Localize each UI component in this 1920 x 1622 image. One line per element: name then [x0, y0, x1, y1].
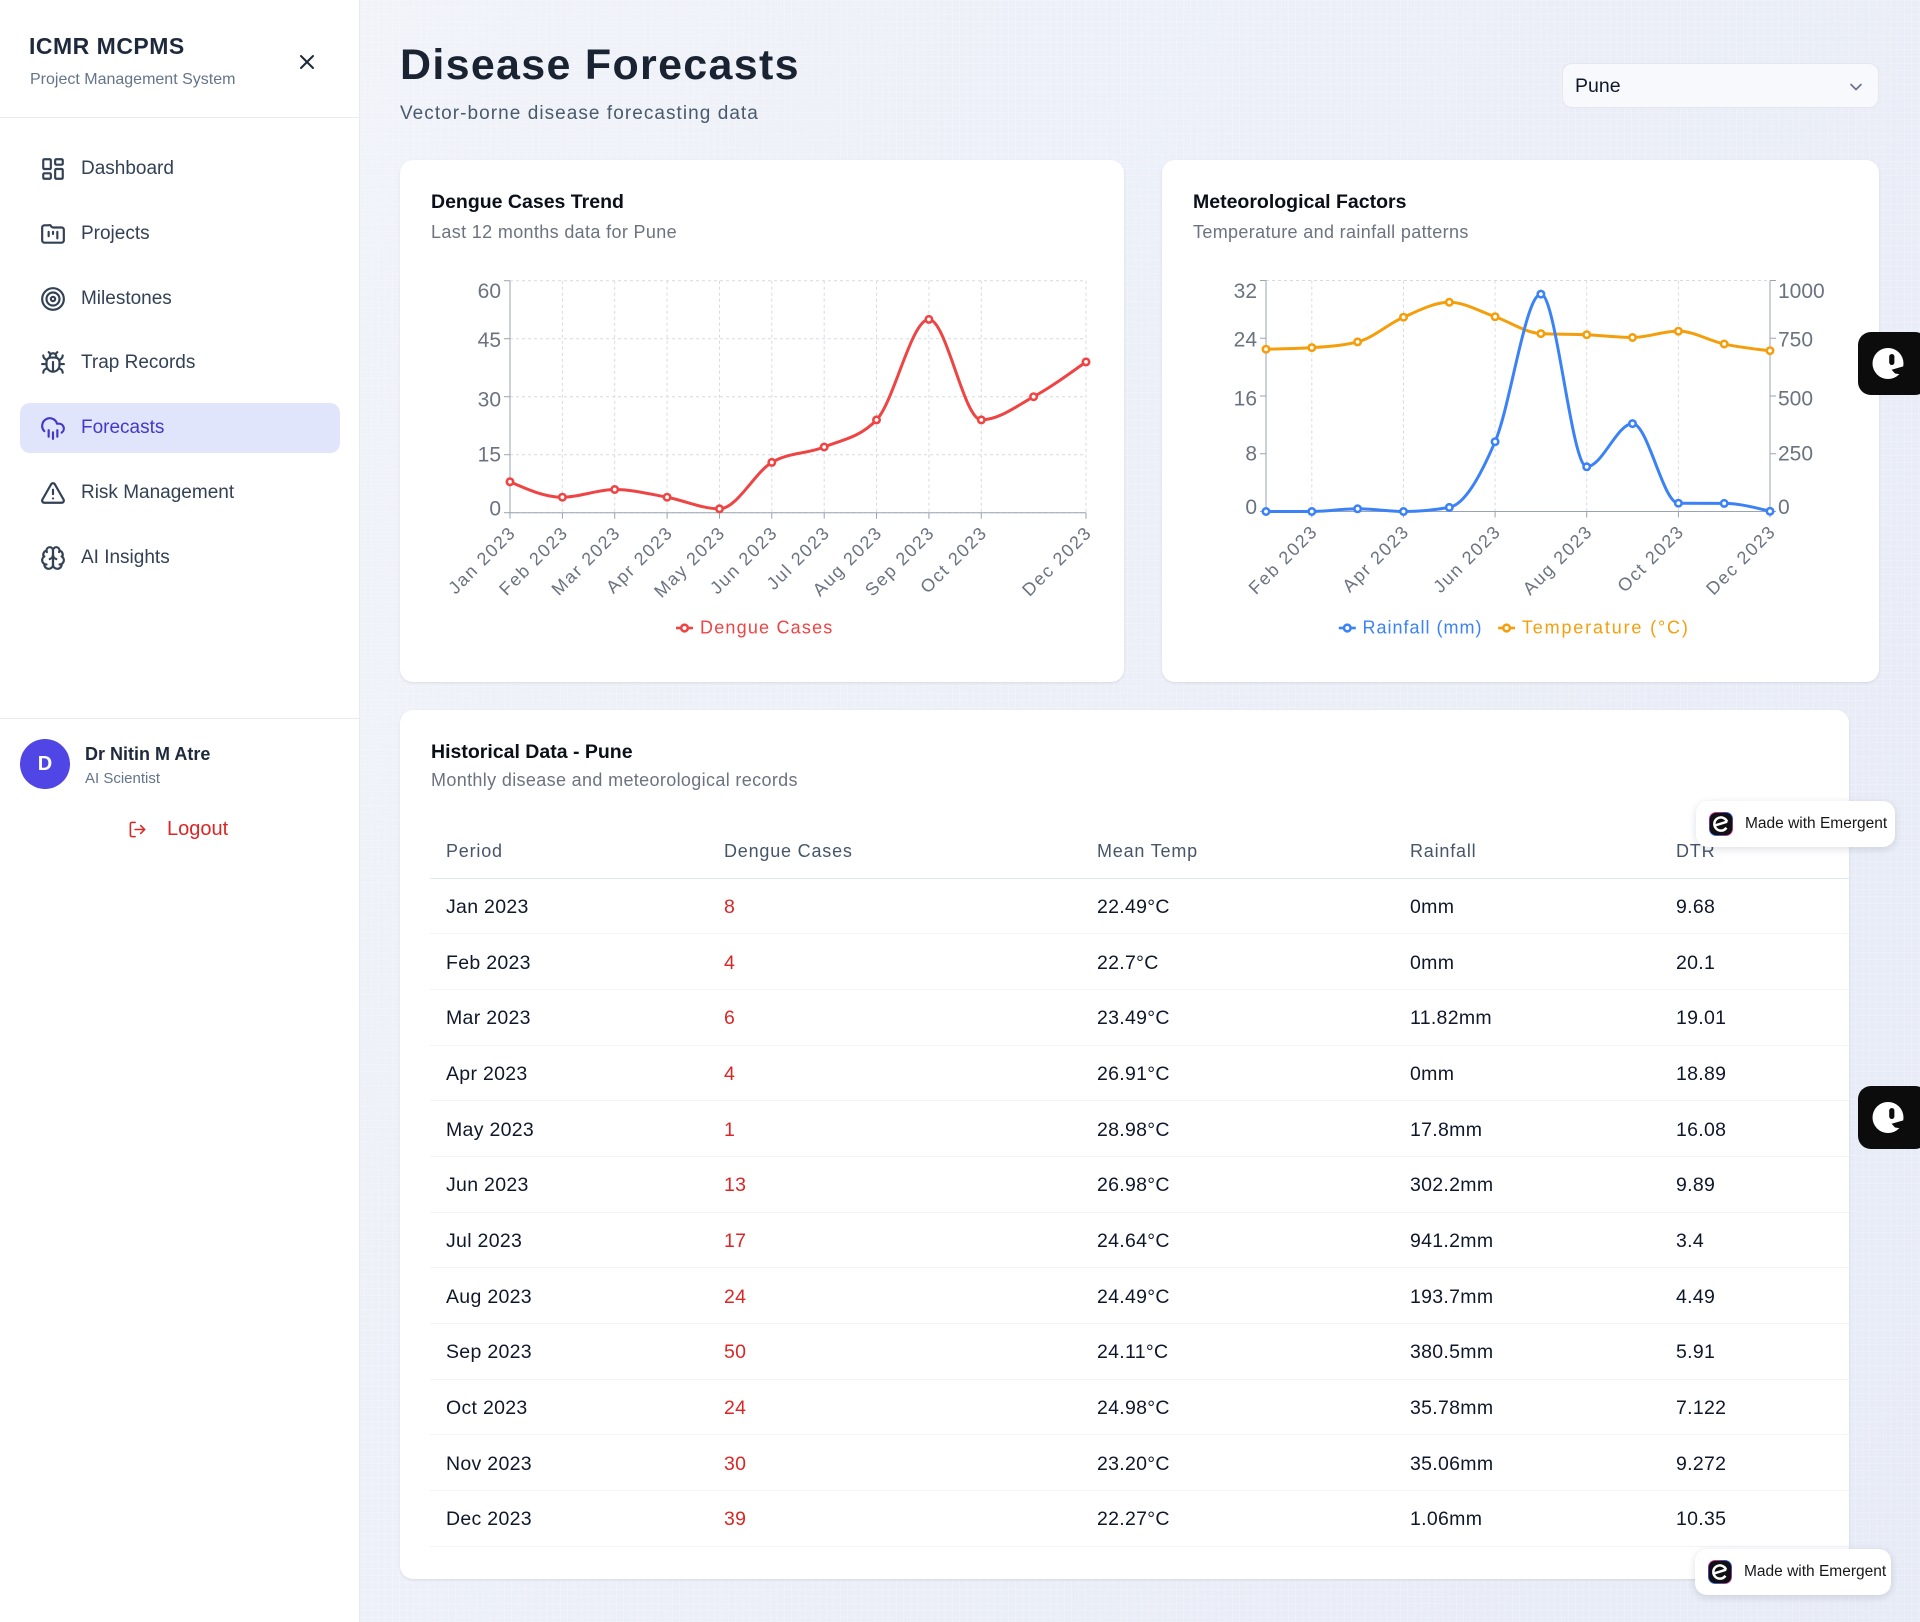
svg-text:30: 30	[478, 388, 501, 411]
svg-text:45: 45	[478, 329, 501, 352]
svg-text:250: 250	[1778, 443, 1813, 466]
svg-text:Dengue Cases: Dengue Cases	[700, 618, 833, 638]
svg-text:750: 750	[1778, 329, 1813, 352]
svg-text:15: 15	[478, 444, 501, 467]
svg-text:Jun 2023: Jun 2023	[1429, 521, 1505, 597]
svg-text:0: 0	[1245, 496, 1257, 519]
svg-text:Temperature (°C): Temperature (°C)	[1522, 618, 1690, 638]
svg-text:8: 8	[1245, 443, 1257, 466]
svg-text:Oct 2023: Oct 2023	[1613, 521, 1688, 596]
svg-text:500: 500	[1778, 388, 1813, 411]
svg-text:Dec 2023: Dec 2023	[1702, 521, 1780, 599]
svg-text:32: 32	[1234, 280, 1257, 303]
svg-text:0: 0	[489, 497, 501, 520]
svg-text:Apr 2023: Apr 2023	[1338, 521, 1413, 596]
svg-text:24: 24	[1234, 329, 1258, 352]
svg-text:1000: 1000	[1778, 280, 1825, 303]
svg-text:Dec 2023: Dec 2023	[1018, 522, 1096, 600]
svg-text:60: 60	[478, 280, 501, 303]
svg-text:0: 0	[1778, 496, 1790, 519]
svg-text:Feb 2023: Feb 2023	[1245, 521, 1322, 598]
svg-text:Rainfall (mm): Rainfall (mm)	[1363, 618, 1483, 638]
svg-text:Aug 2023: Aug 2023	[1519, 521, 1597, 599]
svg-text:16: 16	[1234, 388, 1257, 411]
